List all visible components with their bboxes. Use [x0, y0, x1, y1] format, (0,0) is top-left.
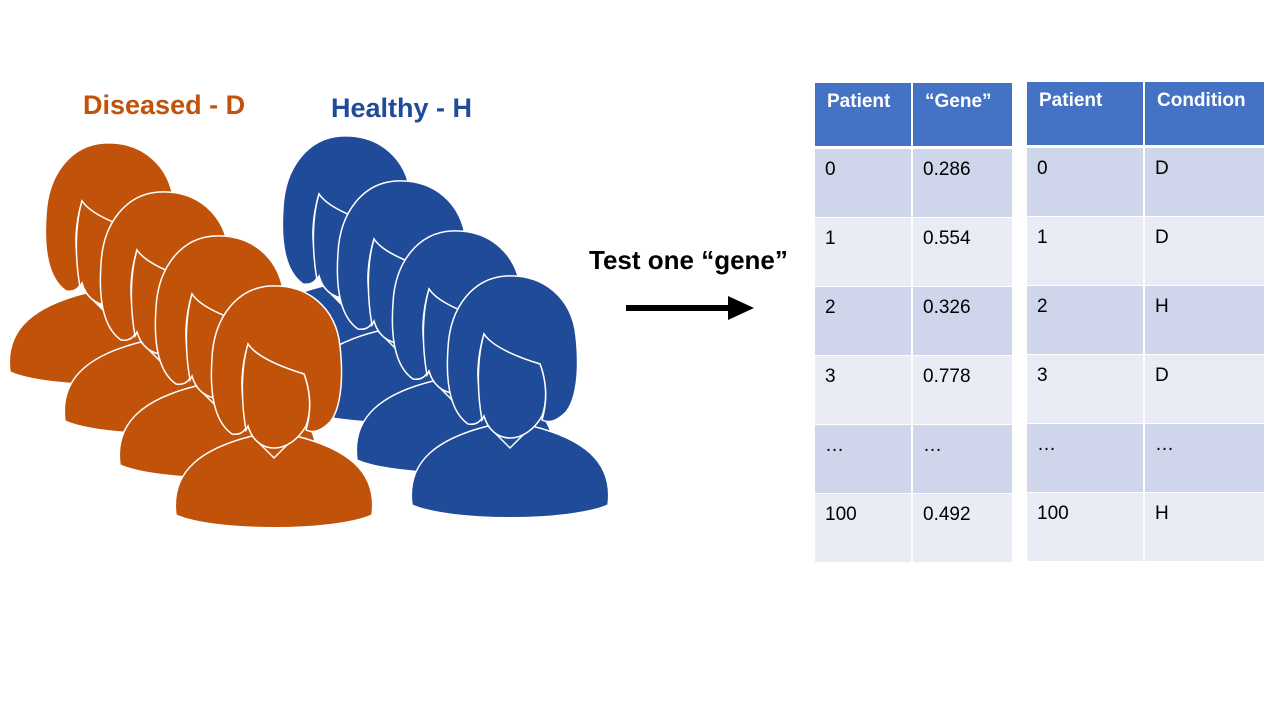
right-arrow-icon: [626, 296, 754, 320]
table-row: 2 0.326: [815, 287, 1012, 356]
gene-table-header-patient: Patient: [815, 83, 913, 149]
condition-table: Patient Condition 0 D 1 D 2 H 3 D … … 10…: [1027, 82, 1264, 562]
patient-cell: …: [815, 425, 913, 494]
table-row: 3 D: [1027, 355, 1264, 424]
patient-cell: 0: [1027, 148, 1145, 217]
patient-cell: …: [1027, 424, 1145, 493]
patient-cell: 3: [815, 356, 913, 425]
table-row: 100 0.492: [815, 494, 1012, 563]
condition-cell: …: [1145, 424, 1264, 493]
patient-cell: 2: [1027, 286, 1145, 355]
condition-cell: H: [1145, 286, 1264, 355]
patient-cell: 0: [815, 149, 913, 218]
condition-cell: D: [1145, 148, 1264, 217]
table-row: 1 0.554: [815, 218, 1012, 287]
gene-value-cell: 0.554: [913, 218, 1012, 287]
table-row: 1 D: [1027, 217, 1264, 286]
test-gene-label: Test one “gene”: [589, 245, 788, 275]
gene-value-cell: 0.492: [913, 494, 1012, 563]
gene-table: Patient “Gene” 0 0.286 1 0.554 2 0.326 3…: [815, 83, 1012, 563]
condition-table-header-condition: Condition: [1145, 82, 1264, 148]
table-row: 2 H: [1027, 286, 1264, 355]
patient-cell: 1: [1027, 217, 1145, 286]
patient-cell: 100: [1027, 493, 1145, 562]
condition-cell: H: [1145, 493, 1264, 562]
patient-silhouettes: [8, 135, 610, 529]
table-row: … …: [815, 425, 1012, 494]
table-row: 100 H: [1027, 493, 1264, 562]
table-row: 3 0.778: [815, 356, 1012, 425]
table-row: … …: [1027, 424, 1264, 493]
diseased-group-label: Diseased - D: [83, 90, 246, 120]
gene-value-cell: 0.326: [913, 287, 1012, 356]
patient-cell: 3: [1027, 355, 1145, 424]
condition-table-header-patient: Patient: [1027, 82, 1145, 148]
condition-cell: D: [1145, 355, 1264, 424]
gene-value-cell: …: [913, 425, 1012, 494]
patient-cell: 1: [815, 218, 913, 287]
healthy-group-label: Healthy - H: [331, 93, 473, 123]
gene-table-header-gene: “Gene”: [913, 83, 1012, 149]
patient-cell: 100: [815, 494, 913, 563]
condition-cell: D: [1145, 217, 1264, 286]
patient-cell: 2: [815, 287, 913, 356]
table-row: 0 D: [1027, 148, 1264, 217]
gene-value-cell: 0.286: [913, 149, 1012, 218]
table-row: 0 0.286: [815, 149, 1012, 218]
gene-value-cell: 0.778: [913, 356, 1012, 425]
